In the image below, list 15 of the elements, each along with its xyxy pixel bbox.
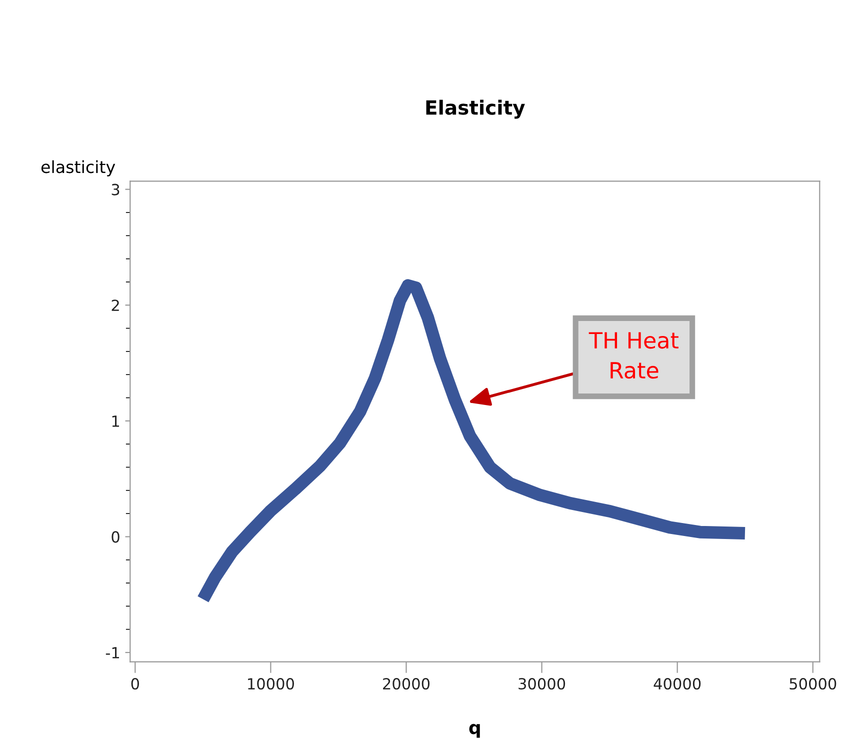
x-tick-label: 50000 xyxy=(790,678,836,690)
annotation: TH Heat Rate xyxy=(588,332,678,379)
y-tick-label: 2 xyxy=(112,300,119,311)
x-tick-label: 40000 xyxy=(654,678,701,690)
y-tick-label: 0 xyxy=(112,531,120,543)
y-tick-label: 1 xyxy=(112,416,119,427)
x-tick-label: 0 xyxy=(131,678,139,690)
x-tick-label: 20000 xyxy=(383,678,430,690)
x-tick-label: 30000 xyxy=(518,678,566,690)
chart-title: Elasticity xyxy=(426,100,525,119)
y-tick-label: 3 xyxy=(112,184,120,196)
x-tick-label: 10000 xyxy=(248,678,294,690)
y-tick-label: -1 xyxy=(106,647,119,658)
x-axis-title: q xyxy=(469,724,480,738)
y-axis-title: elasticity xyxy=(41,160,116,176)
